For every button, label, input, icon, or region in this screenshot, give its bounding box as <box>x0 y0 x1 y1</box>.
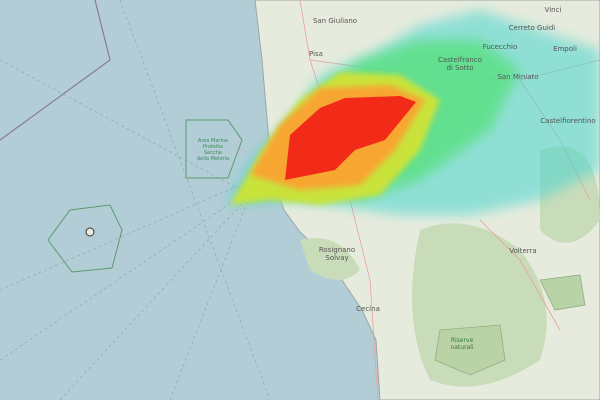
place-label: San Giuliano <box>313 17 357 25</box>
place-label: San Miniato <box>497 73 538 81</box>
label-line: Area Marina <box>198 138 228 144</box>
maritime-border <box>0 0 111 141</box>
place-label: Vinci <box>545 6 562 14</box>
label-line: Secche <box>204 150 222 156</box>
place-label: Volterra <box>509 247 536 255</box>
place-label: Empoli <box>553 45 577 53</box>
label-line: Solvay <box>325 254 348 262</box>
marine-area-label: Area Marina Protetta Secche della Meloria <box>197 138 229 162</box>
shipping-lanes <box>0 0 271 400</box>
label-line: Rosignano <box>319 246 355 254</box>
place-label: Cerreto Guidi <box>509 24 555 32</box>
place-label-line: Castelfranco <box>438 56 482 64</box>
label-line: della Meloria <box>197 156 229 162</box>
place-label: Rosignano Solvay <box>319 246 355 262</box>
island-boundary <box>47 204 123 273</box>
marine-area <box>185 119 243 179</box>
place-label: Fucecchio <box>483 43 518 51</box>
precipitation-radar <box>225 10 600 215</box>
label-line: naturali <box>450 344 473 351</box>
heavy-rain-core <box>285 96 416 180</box>
place-label-line: di Sotto <box>446 64 473 72</box>
label-line: Protetta <box>203 144 223 150</box>
label-line: Riserve <box>451 337 474 344</box>
park-label: Riserve naturali <box>450 337 473 351</box>
place-label: Castelfranco di Sotto <box>438 56 482 72</box>
place-label: Pisa <box>309 50 323 58</box>
gorgona-island <box>85 227 95 237</box>
place-label: Castelfiorentino <box>540 117 595 125</box>
place-label: Cecina <box>356 305 380 313</box>
